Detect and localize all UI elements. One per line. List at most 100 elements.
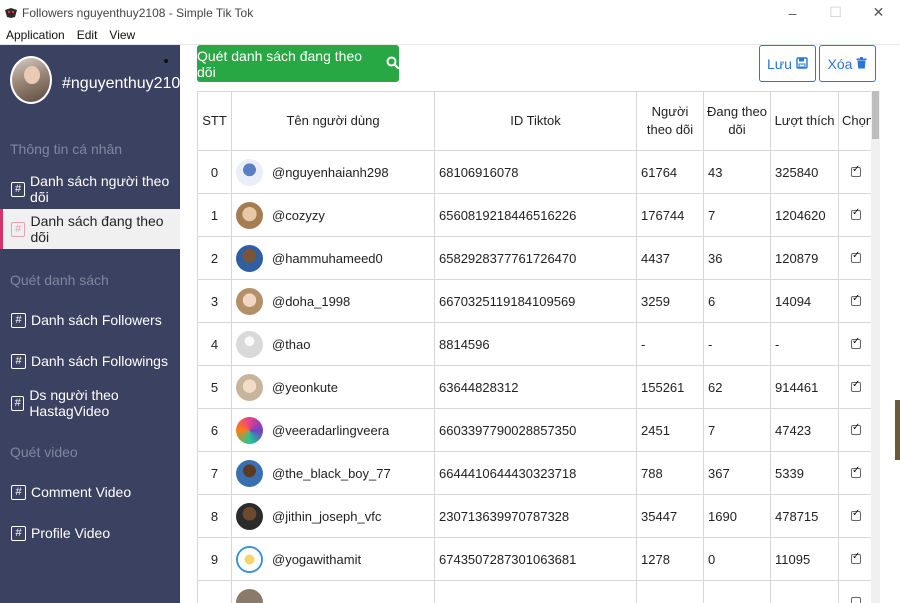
sidebar-item-comment-video[interactable]: # Comment Video: [0, 472, 180, 512]
cell-followers: 788: [636, 451, 704, 495]
cell-likes: 478715: [770, 494, 839, 538]
cell-stt: 0: [197, 150, 232, 194]
search-icon: [386, 56, 400, 72]
select-checkbox[interactable]: [851, 422, 861, 435]
column-header-followers[interactable]: Người theo dõi: [636, 91, 704, 151]
cell-username: @yeonkute: [231, 365, 435, 409]
select-checkbox[interactable]: [851, 293, 861, 306]
cell-stt: 1: [197, 193, 232, 237]
avatar: [236, 459, 263, 487]
select-checkbox[interactable]: [851, 207, 861, 220]
avatar: [236, 545, 263, 573]
cell-followers: 35447: [636, 494, 704, 538]
cell-likes: 120879: [770, 236, 839, 280]
menu-application[interactable]: Application: [6, 27, 65, 42]
table-row[interactable]: 3 @doha_1998 6670325119184109569 3259 6 …: [197, 279, 873, 323]
username-text: @yogawithamit: [272, 551, 362, 567]
cell-stt: 9: [197, 537, 232, 581]
table-row[interactable]: 2 @hammuhameed0 6582928377761726470 4437…: [197, 236, 873, 280]
table-row[interactable]: 9 @yogawithamit 6743507287301063681 1278…: [197, 537, 873, 581]
select-checkbox[interactable]: [851, 379, 861, 392]
status-dot-icon: [164, 59, 168, 63]
table-header-row: STT Tên người dùng ID Tiktok Người theo …: [197, 91, 873, 151]
sidebar-item-followers-list[interactable]: # Danh sách người theo dõi: [0, 169, 180, 209]
sidebar-item-label: Danh sách Followings: [31, 353, 168, 369]
cell-followers: 3259: [636, 279, 704, 323]
minimize-button[interactable]: –: [771, 0, 814, 25]
cell-likes: [770, 580, 839, 603]
save-button-label: Lưu: [767, 55, 792, 72]
cell-id: 6603397790028857350: [434, 408, 637, 452]
avatar: [236, 416, 263, 444]
column-header-likes[interactable]: Lượt thích: [770, 91, 839, 151]
cell-likes: 11095: [770, 537, 839, 581]
cell-id: [434, 580, 637, 603]
avatar[interactable]: [10, 56, 52, 104]
username-text: @hammuhameed0: [272, 250, 383, 266]
cell-stt: 6: [197, 408, 232, 452]
select-checkbox[interactable]: [851, 508, 861, 521]
following-table-container: STT Tên người dùng ID Tiktok Người theo …: [197, 91, 873, 603]
select-checkbox[interactable]: [851, 465, 861, 478]
save-button[interactable]: Lưu: [759, 45, 816, 82]
maximize-button[interactable]: ☐: [814, 0, 857, 25]
table-row[interactable]: 7 @the_black_boy_77 6644410644430323718 …: [197, 451, 873, 495]
cell-id: 6560819218446516226: [434, 193, 637, 237]
table-row[interactable]: 6 @veeradarlingveera 6603397790028857350…: [197, 408, 873, 452]
cell-username: @doha_1998: [231, 279, 435, 323]
select-checkbox[interactable]: [851, 164, 861, 177]
sidebar-item-scan-followers[interactable]: # Danh sách Followers: [0, 300, 180, 340]
cell-username: @hammuhameed0: [231, 236, 435, 280]
avatar: [236, 502, 263, 530]
cell-followers: 1278: [636, 537, 704, 581]
select-checkbox[interactable]: [851, 596, 861, 603]
avatar: [236, 588, 263, 603]
cell-likes: 1204620: [770, 193, 839, 237]
cell-select: [838, 322, 873, 366]
table-row[interactable]: 5 @yeonkute 63644828312 155261 62 914461: [197, 365, 873, 409]
table-row[interactable]: [197, 580, 873, 603]
cell-likes: -: [770, 322, 839, 366]
delete-button-label: Xóa: [827, 55, 853, 72]
cell-following: 43: [703, 150, 771, 194]
table-row[interactable]: 4 @thao 8814596 - - -: [197, 322, 873, 366]
column-header-username[interactable]: Tên người dùng: [231, 91, 435, 151]
select-checkbox[interactable]: [851, 250, 861, 263]
column-header-stt[interactable]: STT: [197, 91, 232, 151]
cell-id: 8814596: [434, 322, 637, 366]
cell-followers: -: [636, 322, 704, 366]
sidebar-item-profile-video[interactable]: # Profile Video: [0, 513, 180, 553]
avatar: [236, 373, 263, 401]
column-header-select[interactable]: Chọn: [838, 91, 873, 151]
table-row[interactable]: 0 @nguyenhaianh298 68106916078 61764 43 …: [197, 150, 873, 194]
column-header-following[interactable]: Đang theo dõi: [703, 91, 771, 151]
delete-button[interactable]: Xóa: [819, 45, 876, 82]
menu-edit[interactable]: Edit: [76, 27, 98, 42]
select-checkbox[interactable]: [851, 551, 861, 564]
sidebar-item-scan-followings[interactable]: # Danh sách Followings: [0, 341, 180, 381]
sidebar-item-label: Profile Video: [31, 525, 111, 541]
cell-select: [838, 150, 873, 194]
avatar: [236, 287, 263, 315]
menu-view[interactable]: View: [109, 27, 136, 42]
sidebar-item-hashtag-video[interactable]: # Ds người theo HastagVideo: [0, 383, 180, 423]
select-checkbox[interactable]: [851, 336, 861, 349]
hash-icon: #: [11, 312, 26, 328]
cell-select: [838, 279, 873, 323]
sidebar-item-label: Ds người theo HastagVideo: [29, 387, 119, 419]
scrollbar-thumb[interactable]: [872, 91, 879, 139]
table-scrollbar[interactable]: [871, 91, 880, 603]
table-row[interactable]: 8 @jithin_joseph_vfc 230713639970787328 …: [197, 494, 873, 538]
table-row[interactable]: 1 @cozyzy 6560819218446516226 176744 7 1…: [197, 193, 873, 237]
cell-following: 367: [703, 451, 771, 495]
cell-username: @nguyenhaianh298: [231, 150, 435, 194]
scan-following-button[interactable]: Quét danh sách đang theo dõi: [197, 45, 400, 82]
cell-username: @cozyzy: [231, 193, 435, 237]
column-header-id[interactable]: ID Tiktok: [434, 91, 637, 151]
cell-followers: 2451: [636, 408, 704, 452]
profile-header: #nguyenthuy2108: [0, 45, 189, 125]
sidebar-item-label: Danh sách Followers: [31, 312, 162, 328]
close-button[interactable]: ✕: [857, 0, 900, 25]
cell-likes: 5339: [770, 451, 839, 495]
sidebar-item-following-list[interactable]: # Danh sách đang theo dõi: [0, 209, 180, 249]
